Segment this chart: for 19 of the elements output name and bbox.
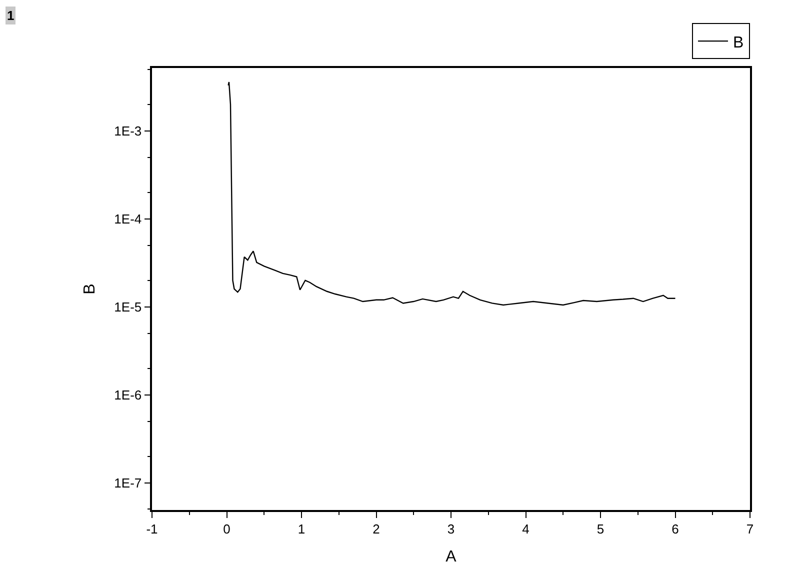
x-tick-label: 4: [522, 521, 530, 536]
y-tick-label: 1E-3: [114, 124, 142, 139]
x-axis-title: A: [446, 548, 457, 566]
y-tick-label: 1E-6: [114, 387, 142, 402]
text: 1: [7, 8, 14, 23]
x-tick-label: 0: [223, 521, 230, 536]
line-series: [228, 81, 676, 306]
x-tick-label: 3: [447, 521, 455, 536]
y-tick-label: 1E-5: [114, 299, 142, 314]
y-axis-title: B: [82, 284, 99, 294]
x-tick-label: 5: [596, 521, 604, 536]
y-tick-label: 1E-7: [114, 475, 142, 490]
x-tick-label: 7: [746, 521, 754, 536]
y-tick-label: 1E-4: [114, 211, 142, 226]
legend-label: B: [733, 34, 744, 52]
x-tick-label: -1: [146, 521, 158, 536]
x-tick-label: 1: [298, 521, 306, 536]
x-tick-label: 6: [672, 521, 679, 536]
x-tick-label: 2: [372, 521, 380, 536]
